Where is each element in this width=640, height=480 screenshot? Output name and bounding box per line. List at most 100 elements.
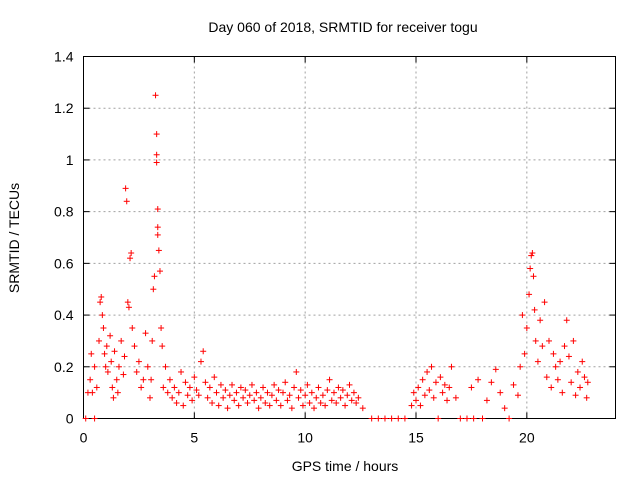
data-point bbox=[120, 371, 127, 378]
data-point bbox=[413, 397, 419, 404]
data-point bbox=[475, 376, 482, 383]
data-point bbox=[530, 273, 537, 280]
data-point bbox=[375, 415, 382, 422]
data-point bbox=[519, 312, 526, 319]
data-point bbox=[89, 389, 96, 396]
data-point bbox=[557, 358, 564, 365]
data-point bbox=[204, 394, 211, 401]
data-point bbox=[428, 363, 435, 370]
data-point bbox=[115, 363, 122, 370]
data-point bbox=[122, 185, 129, 192]
data-point bbox=[452, 394, 459, 401]
data-point bbox=[91, 363, 98, 370]
data-point bbox=[344, 392, 351, 399]
y-tick-label: 0.4 bbox=[54, 307, 74, 323]
data-point bbox=[175, 389, 182, 396]
data-point bbox=[554, 376, 561, 383]
data-point bbox=[152, 92, 159, 99]
data-point bbox=[109, 384, 116, 391]
data-point bbox=[546, 337, 552, 344]
data-point bbox=[197, 358, 204, 365]
data-point bbox=[570, 337, 577, 344]
chart-title: Day 060 of 2018, SRMTID for receiver tog… bbox=[208, 19, 477, 35]
data-point bbox=[368, 415, 375, 422]
data-point bbox=[213, 389, 220, 396]
data-point bbox=[326, 376, 333, 383]
data-point bbox=[257, 394, 264, 401]
data-point bbox=[291, 384, 298, 391]
data-point bbox=[311, 405, 318, 412]
data-point bbox=[417, 402, 424, 409]
data-point bbox=[517, 363, 524, 370]
data-point bbox=[211, 374, 218, 381]
data-point bbox=[217, 381, 224, 388]
data-points bbox=[82, 92, 591, 422]
x-tick-label: 5 bbox=[190, 430, 198, 446]
data-point bbox=[353, 399, 360, 406]
data-point bbox=[155, 247, 162, 254]
data-point bbox=[308, 389, 315, 396]
data-point bbox=[470, 415, 477, 422]
data-point bbox=[220, 394, 227, 401]
data-point bbox=[531, 306, 538, 313]
data-point bbox=[93, 384, 100, 391]
data-point bbox=[348, 397, 355, 404]
data-point bbox=[497, 389, 504, 396]
data-point bbox=[246, 392, 253, 399]
data-point bbox=[306, 399, 313, 406]
data-point bbox=[457, 415, 464, 422]
plot-area-frame bbox=[83, 56, 616, 419]
data-point bbox=[215, 402, 222, 409]
data-point bbox=[251, 397, 258, 404]
data-point bbox=[98, 293, 105, 300]
data-point bbox=[483, 397, 490, 404]
data-point bbox=[202, 379, 209, 386]
data-point bbox=[153, 151, 160, 158]
x-tick-label: 20 bbox=[519, 430, 535, 446]
data-point bbox=[244, 399, 251, 406]
data-point bbox=[275, 387, 282, 394]
data-point bbox=[118, 337, 125, 344]
data-point bbox=[284, 397, 291, 404]
data-point bbox=[222, 387, 229, 394]
data-point bbox=[408, 402, 415, 409]
data-point bbox=[87, 376, 94, 383]
y-tick-label: 1.4 bbox=[54, 49, 74, 65]
data-point bbox=[317, 399, 324, 406]
data-point bbox=[550, 350, 557, 357]
data-point bbox=[266, 402, 273, 409]
data-point bbox=[468, 384, 475, 391]
data-point bbox=[324, 387, 331, 394]
data-point bbox=[200, 348, 207, 355]
data-point bbox=[104, 368, 111, 375]
data-point bbox=[262, 399, 269, 406]
data-point bbox=[527, 265, 534, 272]
data-point bbox=[337, 394, 344, 401]
data-point bbox=[242, 387, 249, 394]
data-point bbox=[350, 389, 357, 396]
y-tick-label: 1 bbox=[66, 152, 74, 168]
data-point bbox=[286, 392, 293, 399]
data-point bbox=[355, 394, 362, 401]
data-point bbox=[156, 268, 163, 275]
data-point bbox=[206, 384, 213, 391]
data-point bbox=[543, 374, 550, 381]
x-tick-label: 0 bbox=[80, 430, 88, 446]
data-point bbox=[514, 392, 521, 399]
data-point bbox=[574, 368, 581, 375]
data-point bbox=[237, 384, 244, 391]
data-point bbox=[255, 405, 262, 412]
data-point bbox=[441, 381, 448, 388]
grid-lines bbox=[83, 56, 616, 419]
y-axis-label: SRMTID / TECUs bbox=[6, 183, 22, 293]
data-point bbox=[568, 379, 575, 386]
data-point bbox=[158, 325, 165, 331]
data-point bbox=[583, 394, 590, 401]
data-point bbox=[437, 374, 444, 381]
y-tick-label: 0 bbox=[66, 411, 74, 427]
data-point bbox=[169, 394, 176, 401]
data-point bbox=[552, 363, 559, 370]
data-point bbox=[178, 368, 185, 375]
data-point bbox=[180, 402, 187, 409]
data-point bbox=[295, 394, 302, 401]
